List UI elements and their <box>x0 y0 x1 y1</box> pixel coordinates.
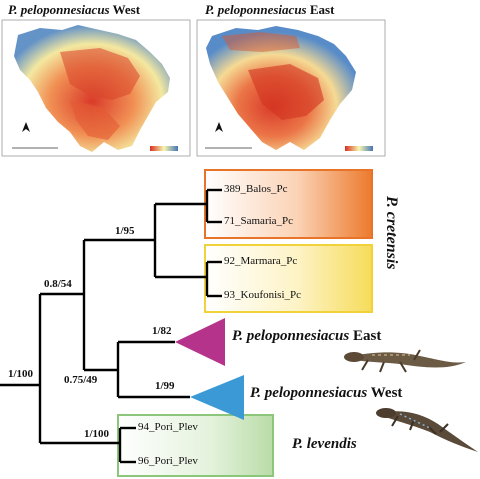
support-cretensis: 1/95 <box>115 225 135 237</box>
map-east-title-genus: P. peloponnesiacus <box>205 2 307 17</box>
lizard-illustration-lower <box>376 408 478 452</box>
clade-west-suffix: West <box>370 385 403 401</box>
map-west-title-suffix: West <box>112 2 141 17</box>
east-clade-triangle <box>175 318 225 366</box>
clade-east-genus: P. peloponnesiacus <box>232 328 350 344</box>
phylogenetic-tree <box>0 188 222 464</box>
cretensis-box <box>204 169 373 239</box>
support-east: 1/82 <box>152 325 172 337</box>
map-east-title: P. peloponnesiacus East <box>205 2 334 18</box>
west-clade-triangle <box>190 375 244 420</box>
support-west: 1/99 <box>155 380 175 392</box>
support-pelop-group: 0.75/49 <box>64 374 98 386</box>
north-arrow-west <box>22 122 30 132</box>
tip-marmara: 92_Marmara_Pc <box>224 255 298 267</box>
clade-label-levendis: P. levendis <box>292 436 357 453</box>
tip-samaria: 71_Samaria_Pc <box>224 215 294 227</box>
color-scale-east <box>345 146 373 151</box>
clade-west-genus: P. peloponnesiacus <box>250 385 368 401</box>
lizard-illustration-upper <box>344 349 466 373</box>
marmara-koufonisi-box <box>204 244 373 313</box>
tip-koufonisi: 93_Koufonisi_Pc <box>224 289 301 301</box>
clade-label-west: P. peloponnesiacus West <box>250 385 402 402</box>
map-west-title-genus: P. peloponnesiacus <box>8 2 110 17</box>
clade-east-suffix: East <box>353 328 382 344</box>
tip-pori94: 94_Pori_Plev <box>138 421 198 433</box>
support-levendis: 1/100 <box>84 428 110 440</box>
map-west <box>1 19 191 157</box>
clade-label-cretensis: P. cretensis <box>383 196 400 270</box>
support-n1: 0.8/54 <box>44 278 72 290</box>
levendis-box <box>117 414 274 477</box>
tip-balos: 389_Balos_Pc <box>224 183 288 195</box>
map-west-title: P. peloponnesiacus West <box>8 2 140 18</box>
map-east <box>196 19 386 157</box>
color-scale-west <box>150 146 178 151</box>
clade-label-east: P. peloponnesiacus East <box>232 328 381 345</box>
north-arrow-east <box>215 122 223 132</box>
clade-levendis-name: P. levendis <box>292 436 357 452</box>
support-root: 1/100 <box>8 368 34 380</box>
tip-pori96: 96_Pori_Plev <box>138 455 198 467</box>
map-east-title-suffix: East <box>309 2 335 17</box>
